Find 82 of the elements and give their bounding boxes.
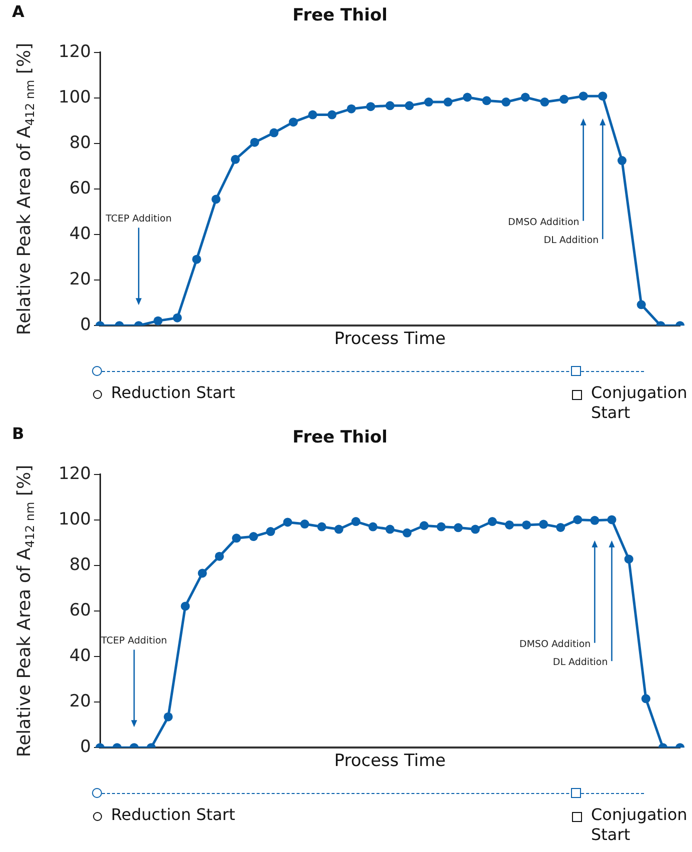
point	[482, 96, 492, 106]
annotation: TCEP Addition	[104, 214, 172, 225]
annotation: DMSO Addition	[508, 216, 580, 228]
point	[454, 523, 463, 532]
point	[578, 92, 588, 101]
annotation: DL Addition	[552, 657, 608, 668]
point	[230, 154, 240, 164]
point	[402, 528, 412, 538]
point	[590, 516, 600, 525]
point	[283, 518, 292, 527]
chart-title: Free Thiol	[292, 428, 388, 448]
y-tick-label: 120	[58, 464, 91, 484]
point	[346, 104, 356, 114]
point	[404, 101, 414, 110]
point	[249, 532, 258, 542]
point	[502, 98, 510, 107]
text: B	[12, 424, 24, 443]
point	[317, 522, 326, 532]
point	[180, 602, 190, 611]
point	[436, 522, 446, 532]
point	[308, 110, 318, 120]
y-tick-label: 40	[69, 646, 91, 666]
point	[424, 98, 434, 107]
point	[232, 534, 241, 543]
annotation: TCEP Addition	[100, 636, 168, 647]
y-axis-title: Relative Peak Area of A412 nm [%]	[14, 42, 37, 336]
point	[462, 92, 472, 102]
point	[540, 98, 550, 107]
y-tick-label: 120	[58, 42, 91, 62]
y-tick-label: 60	[69, 178, 91, 198]
point	[598, 92, 608, 101]
y-tick-label: 20	[69, 691, 91, 712]
point	[444, 98, 452, 107]
point	[607, 515, 616, 524]
point	[214, 552, 224, 561]
point	[192, 254, 202, 264]
y-tick-label: 100	[58, 509, 91, 530]
x-axis-title: Process Time	[334, 329, 446, 350]
point	[250, 138, 260, 147]
point	[522, 520, 531, 530]
text: Reduction Start	[111, 805, 236, 824]
text: Conjugation Start	[591, 805, 688, 845]
point	[539, 520, 548, 529]
y-tick-label: 20	[69, 269, 91, 290]
point	[618, 156, 626, 166]
text: A	[12, 2, 24, 21]
point	[386, 101, 394, 110]
point	[624, 554, 634, 564]
point	[366, 102, 376, 112]
point	[520, 92, 530, 102]
point	[420, 521, 429, 530]
point	[504, 520, 514, 530]
chart-title: Free Thiol	[292, 6, 388, 26]
point	[328, 110, 336, 120]
point	[351, 517, 360, 526]
y-tick-label: 0	[80, 737, 91, 758]
point	[488, 517, 497, 526]
point	[573, 515, 582, 524]
point	[198, 568, 207, 578]
text: Conjugation Start	[591, 383, 688, 423]
y-tick-label: 40	[69, 224, 91, 244]
point	[386, 524, 394, 534]
x-axis-title: Process Time	[334, 751, 446, 772]
point	[556, 522, 566, 532]
point	[368, 522, 378, 532]
point	[300, 520, 310, 529]
y-tick-label: 80	[69, 132, 91, 153]
annotation: DL Addition	[544, 235, 599, 246]
point	[334, 524, 344, 534]
point	[560, 94, 568, 104]
point	[288, 118, 298, 127]
y-axis-title: Relative Peak Area of A412 nm [%]	[14, 464, 37, 758]
point	[470, 524, 480, 534]
y-tick-label: 100	[58, 87, 91, 108]
y-tick-label: 0	[80, 315, 91, 336]
point	[270, 128, 278, 138]
text: Reduction Start	[111, 383, 236, 402]
y-tick-label: 80	[69, 554, 91, 575]
annotation: DMSO Addition	[519, 638, 591, 650]
point	[266, 527, 276, 536]
y-tick-label: 60	[69, 600, 91, 620]
point	[212, 194, 220, 204]
